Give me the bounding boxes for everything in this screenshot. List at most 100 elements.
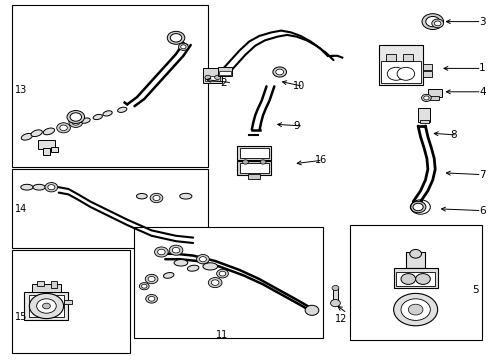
Bar: [24, 292, 68, 320]
Circle shape: [139, 283, 149, 290]
Circle shape: [260, 160, 265, 164]
Ellipse shape: [20, 184, 33, 190]
Circle shape: [330, 300, 340, 307]
Circle shape: [208, 278, 222, 288]
Circle shape: [386, 67, 404, 80]
Circle shape: [141, 284, 146, 288]
Circle shape: [199, 257, 206, 262]
Bar: [32, 284, 61, 292]
Circle shape: [396, 67, 414, 80]
Circle shape: [167, 31, 184, 44]
Text: 3: 3: [478, 17, 485, 27]
Ellipse shape: [118, 107, 126, 112]
Bar: [405, 252, 425, 268]
Circle shape: [145, 294, 157, 303]
Bar: [349, 225, 481, 340]
Circle shape: [409, 249, 421, 258]
Circle shape: [211, 280, 219, 285]
Ellipse shape: [136, 194, 147, 199]
Bar: [248, 174, 260, 179]
Ellipse shape: [180, 193, 192, 199]
Bar: [38, 140, 55, 149]
Bar: [217, 67, 232, 76]
Ellipse shape: [203, 263, 217, 270]
Circle shape: [72, 120, 80, 125]
Bar: [427, 89, 441, 97]
Circle shape: [48, 185, 55, 190]
Bar: [37, 281, 44, 286]
Circle shape: [170, 33, 182, 42]
Circle shape: [433, 21, 440, 26]
Circle shape: [393, 293, 437, 326]
Circle shape: [407, 304, 422, 315]
Circle shape: [29, 293, 63, 319]
Text: 13: 13: [15, 85, 27, 95]
Bar: [419, 120, 428, 123]
Bar: [237, 161, 271, 175]
Bar: [239, 163, 268, 173]
Circle shape: [45, 183, 58, 192]
Circle shape: [178, 43, 188, 50]
Bar: [417, 108, 429, 122]
Circle shape: [272, 67, 286, 77]
Bar: [51, 281, 57, 288]
Bar: [393, 268, 437, 288]
Circle shape: [415, 274, 429, 284]
Ellipse shape: [103, 111, 112, 116]
Ellipse shape: [93, 114, 102, 120]
Text: 1: 1: [478, 63, 485, 73]
Text: 11: 11: [216, 330, 228, 340]
Circle shape: [42, 303, 50, 309]
Bar: [205, 76, 220, 81]
Text: 16: 16: [315, 155, 327, 165]
Circle shape: [169, 245, 183, 255]
Bar: [42, 148, 50, 155]
Ellipse shape: [81, 118, 90, 123]
Circle shape: [412, 203, 422, 211]
Bar: [12, 250, 129, 353]
Bar: [51, 147, 58, 152]
Text: 6: 6: [478, 206, 485, 216]
Circle shape: [431, 19, 443, 28]
Ellipse shape: [174, 260, 187, 266]
Ellipse shape: [33, 184, 45, 190]
Bar: [29, 295, 63, 317]
Circle shape: [219, 271, 225, 276]
Circle shape: [154, 247, 168, 257]
Circle shape: [421, 14, 443, 30]
Bar: [239, 148, 268, 158]
Text: 8: 8: [449, 130, 456, 140]
Circle shape: [157, 249, 165, 255]
Bar: [237, 146, 271, 160]
Circle shape: [331, 285, 338, 291]
Text: 5: 5: [471, 285, 478, 295]
Bar: [422, 64, 431, 70]
Circle shape: [400, 274, 415, 284]
Bar: [429, 96, 438, 100]
Ellipse shape: [187, 265, 199, 271]
Circle shape: [70, 113, 81, 121]
Circle shape: [204, 75, 210, 80]
Circle shape: [180, 45, 185, 49]
Ellipse shape: [163, 273, 174, 278]
Bar: [422, 71, 431, 77]
Circle shape: [60, 125, 67, 131]
Circle shape: [145, 274, 158, 284]
Circle shape: [214, 75, 220, 80]
Circle shape: [423, 96, 428, 100]
Circle shape: [148, 296, 155, 301]
Circle shape: [275, 69, 283, 75]
Circle shape: [400, 299, 429, 320]
Circle shape: [421, 94, 430, 102]
Bar: [63, 300, 72, 304]
Circle shape: [425, 17, 439, 27]
Bar: [395, 272, 434, 286]
Bar: [12, 169, 207, 248]
Circle shape: [153, 195, 160, 201]
Circle shape: [196, 255, 209, 264]
Bar: [386, 54, 395, 61]
Text: 9: 9: [293, 121, 300, 131]
Bar: [332, 288, 338, 302]
Text: 4: 4: [478, 87, 485, 97]
Circle shape: [216, 269, 228, 278]
